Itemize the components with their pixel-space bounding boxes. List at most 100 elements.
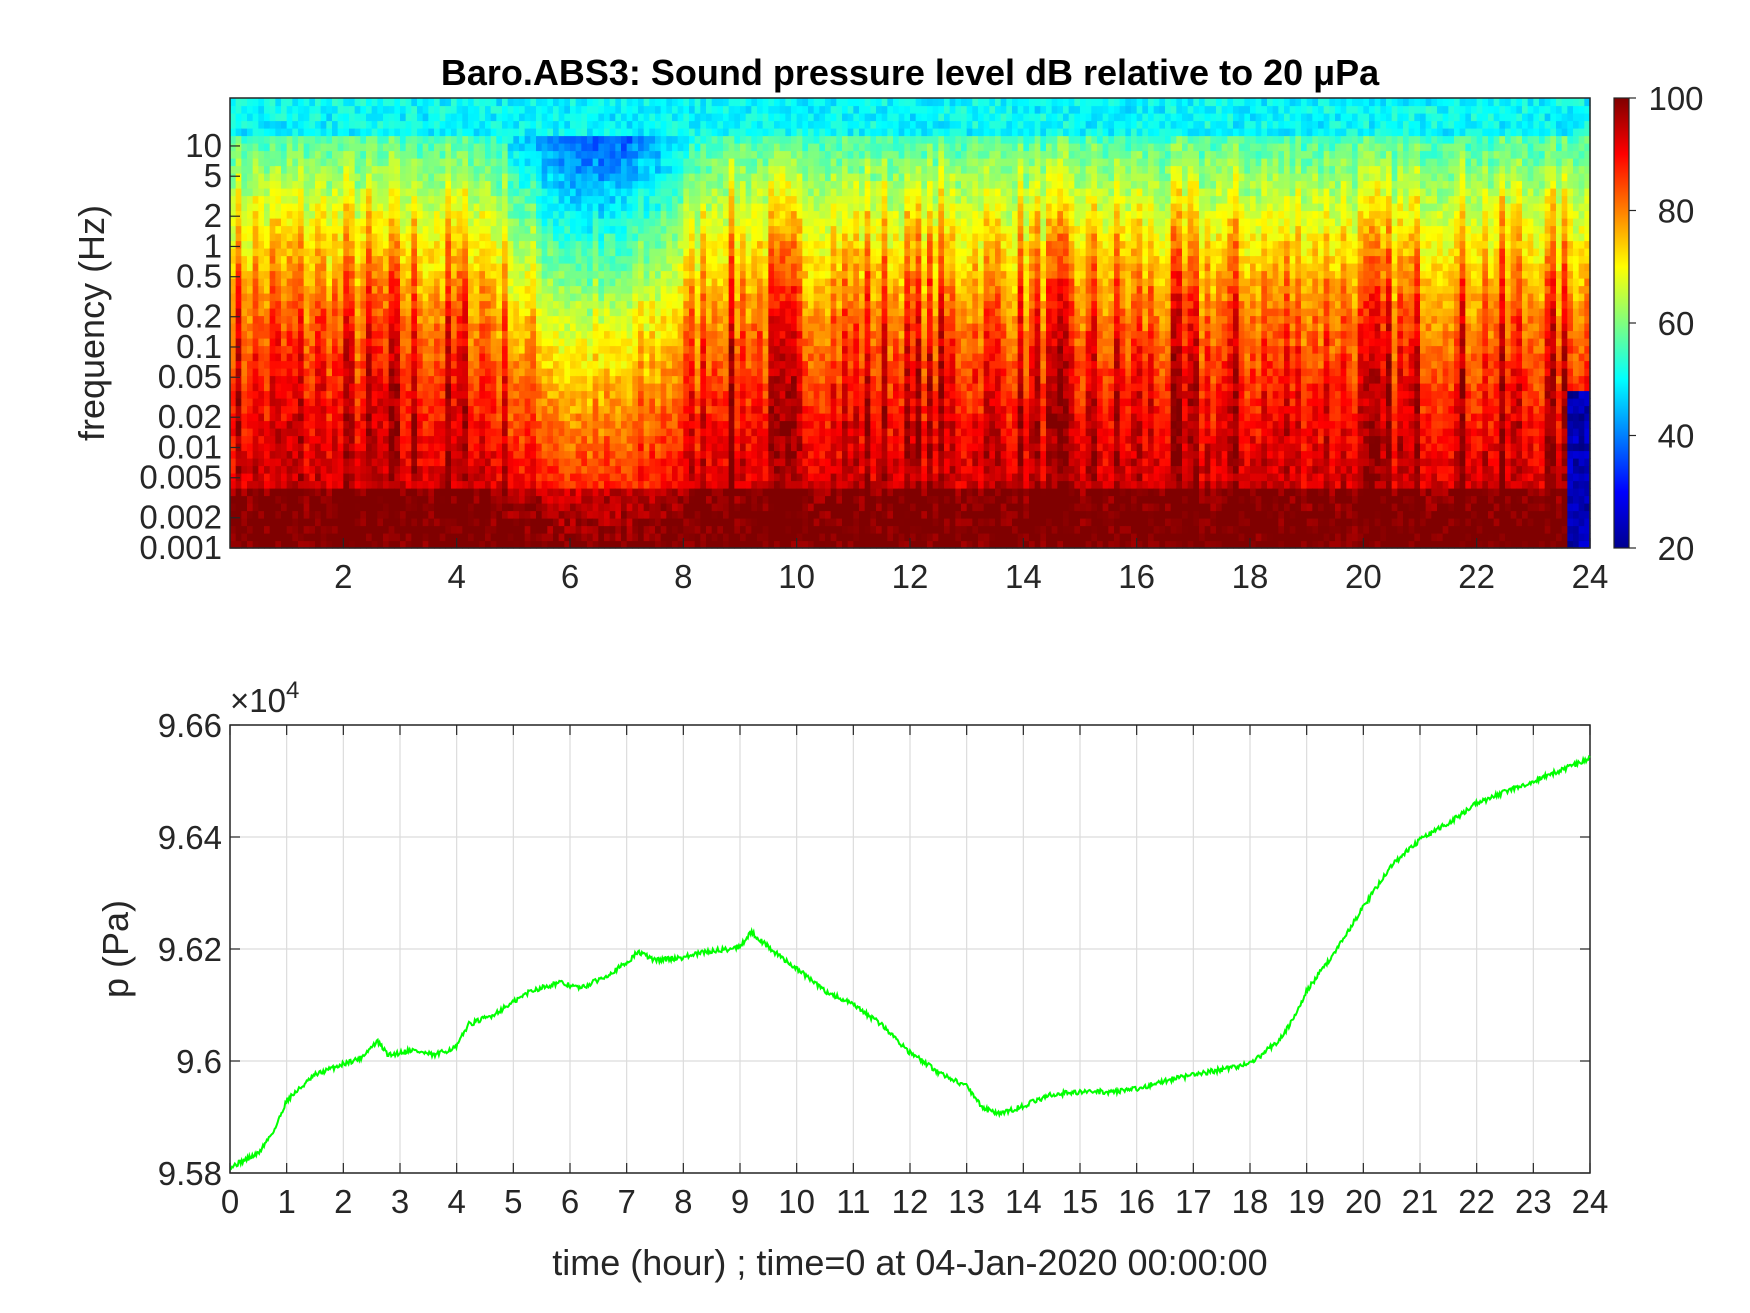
heatmap-cell: [694, 248, 701, 257]
heatmap-cell: [252, 540, 259, 549]
heatmap-cell: [264, 383, 271, 392]
heatmap-cell: [275, 465, 282, 474]
heatmap-cell: [337, 330, 344, 339]
heatmap-cell: [269, 503, 276, 512]
heatmap-cell: [230, 540, 237, 549]
heatmap-cell: [286, 518, 293, 527]
heatmap-cell: [621, 278, 628, 287]
heatmap-cell: [689, 413, 696, 422]
heatmap-cell: [247, 345, 254, 354]
heatmap-cell: [519, 360, 526, 369]
heatmap-cell: [360, 165, 367, 174]
heatmap-cell: [485, 510, 492, 519]
heatmap-cell: [581, 398, 588, 407]
heatmap-cell: [638, 248, 645, 257]
heatmap-cell: [388, 480, 395, 489]
heatmap-cell: [541, 450, 548, 459]
heatmap-cell: [281, 195, 288, 204]
heatmap-cell: [235, 383, 242, 392]
heatmap-cell: [428, 113, 435, 122]
heatmap-cell: [700, 450, 707, 459]
heatmap-cell: [366, 98, 373, 107]
heatmap-cell: [524, 218, 531, 227]
heatmap-cell: [592, 345, 599, 354]
heatmap-cell: [417, 210, 424, 219]
heatmap-cell: [360, 240, 367, 249]
heatmap-cell: [604, 300, 611, 309]
heatmap-cell: [513, 128, 520, 137]
heatmap-cell: [536, 533, 543, 542]
heatmap-cell: [621, 248, 628, 257]
heatmap-cell: [230, 495, 237, 504]
heatmap-cell: [587, 360, 594, 369]
heatmap-cell: [683, 428, 690, 437]
heatmap-cell: [541, 225, 548, 234]
heatmap-cell: [269, 473, 276, 482]
heatmap-cell: [536, 540, 543, 549]
heatmap-cell: [247, 480, 254, 489]
heatmap-cell: [598, 518, 605, 527]
heatmap-cell: [649, 113, 656, 122]
heatmap-cell: [519, 135, 526, 144]
heatmap-cell: [519, 495, 526, 504]
heatmap-cell: [564, 218, 571, 227]
heatmap-cell: [394, 270, 401, 279]
heatmap-cell: [638, 240, 645, 249]
heatmap-cell: [502, 413, 509, 422]
heatmap-cell: [496, 525, 503, 534]
heatmap-cell: [587, 255, 594, 264]
heatmap-cell: [519, 383, 526, 392]
heatmap-cell: [275, 173, 282, 182]
heatmap-cell: [371, 173, 378, 182]
heatmap-cell: [564, 158, 571, 167]
heatmap-cell: [417, 540, 424, 549]
heatmap-cell: [689, 255, 696, 264]
heatmap-cell: [281, 270, 288, 279]
heatmap-cell: [581, 165, 588, 174]
heatmap-cell: [303, 398, 310, 407]
heatmap-cell: [371, 263, 378, 272]
heatmap-cell: [434, 495, 441, 504]
heatmap-cell: [473, 150, 480, 159]
heatmap-cell: [445, 420, 452, 429]
heatmap-cell: [541, 135, 548, 144]
heatmap-cell: [366, 203, 373, 212]
heatmap-cell: [230, 105, 237, 114]
heatmap-cell: [479, 353, 486, 362]
heatmap-cell: [377, 210, 384, 219]
heatmap-cell: [405, 128, 412, 137]
heatmap-cell: [502, 450, 509, 459]
heatmap-cell: [507, 165, 514, 174]
heatmap-cell: [536, 458, 543, 467]
heatmap-cell: [303, 480, 310, 489]
heatmap-cell: [456, 525, 463, 534]
heatmap-cell: [649, 518, 656, 527]
heatmap-cell: [524, 503, 531, 512]
heatmap-cell: [479, 465, 486, 474]
heatmap-cell: [235, 255, 242, 264]
heatmap-cell: [320, 195, 327, 204]
heatmap-cell: [524, 173, 531, 182]
heatmap-cell: [666, 405, 673, 414]
heatmap-cell: [439, 203, 446, 212]
heatmap-cell: [655, 150, 662, 159]
heatmap-cell: [281, 398, 288, 407]
heatmap-cell: [564, 225, 571, 234]
heatmap-cell: [485, 413, 492, 422]
heatmap-cell: [615, 458, 622, 467]
heatmap-cell: [502, 150, 509, 159]
heatmap-cell: [298, 495, 305, 504]
heatmap-cell: [547, 518, 554, 527]
heatmap-cell: [592, 443, 599, 452]
heatmap-cell: [536, 263, 543, 272]
heatmap-cell: [247, 458, 254, 467]
heatmap-cell: [320, 345, 327, 354]
heatmap-cell: [354, 323, 361, 332]
heatmap-cell: [490, 218, 497, 227]
heatmap-cell: [383, 285, 390, 294]
heatmap-cell: [309, 278, 316, 287]
heatmap-cell: [366, 113, 373, 122]
heatmap-cell: [677, 210, 684, 219]
heatmap-cell: [689, 420, 696, 429]
heatmap-cell: [422, 503, 429, 512]
